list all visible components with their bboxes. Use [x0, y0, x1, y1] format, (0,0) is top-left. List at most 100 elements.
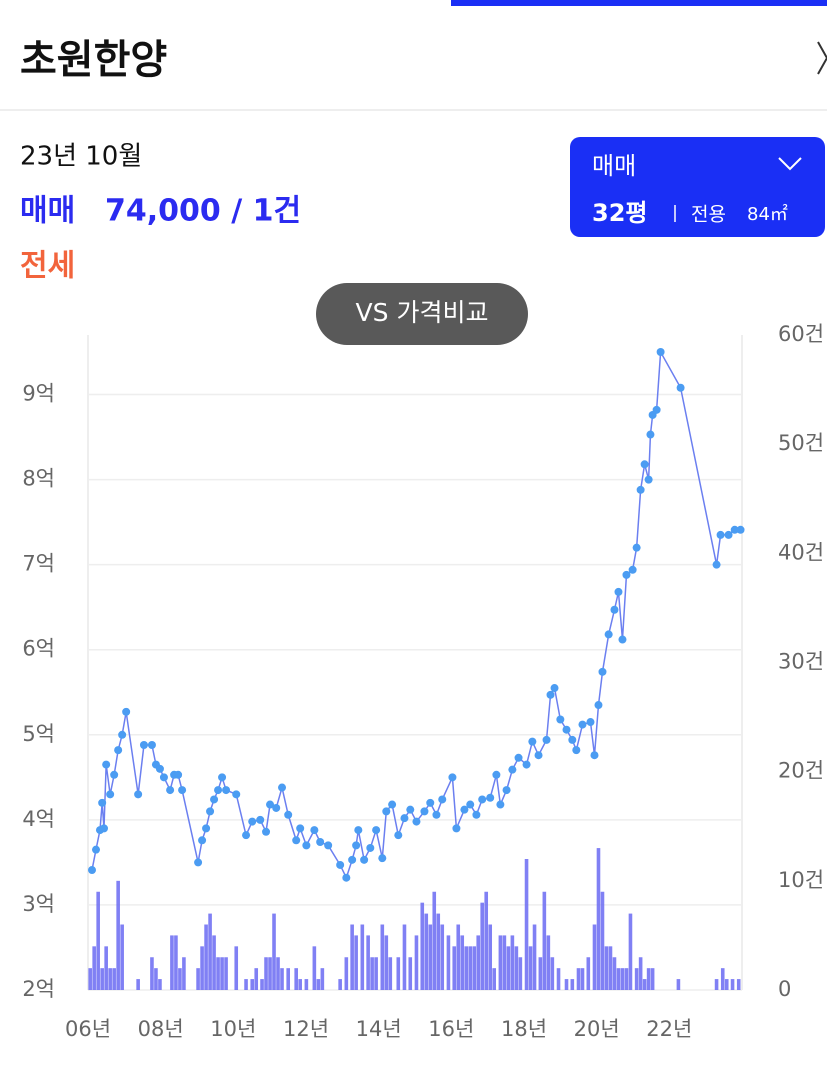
price-point [610, 605, 619, 614]
volume-bar [88, 968, 92, 990]
price-point [644, 475, 653, 484]
close-icon[interactable] [817, 41, 827, 75]
x-tick-label: 14년 [356, 1017, 402, 1041]
price-point [712, 560, 721, 569]
price-point [202, 824, 211, 833]
deal-selector[interactable]: 매매 32평 전용 84㎡ [570, 137, 825, 237]
price-point [614, 587, 623, 596]
volume-bar [196, 968, 200, 990]
volume-bar [154, 968, 158, 990]
y2-tick-label: 10건 [778, 868, 824, 892]
volume-bar [612, 957, 617, 990]
price-point [134, 790, 143, 799]
price-point [438, 795, 447, 804]
volume-bar [724, 979, 729, 990]
volume-bar [216, 957, 220, 990]
volume-bar [158, 979, 162, 990]
volume-bar [220, 957, 224, 990]
volume-bar [580, 968, 585, 990]
volume-bar [354, 935, 358, 990]
volume-bar [178, 968, 182, 990]
volume-bar [564, 979, 569, 990]
volume-bar [338, 979, 342, 990]
price-point [336, 860, 345, 869]
volume-bar [200, 946, 204, 990]
y-tick-label: 9억 [22, 382, 55, 406]
trade-label: 매매 [20, 194, 75, 229]
volume-bar [456, 924, 461, 990]
volume-bar [736, 979, 741, 990]
price-point [198, 836, 207, 845]
price-point [394, 831, 403, 840]
price-point [87, 866, 96, 875]
price-point [594, 701, 603, 710]
selector-box[interactable] [570, 137, 825, 237]
volume-bar [514, 946, 519, 990]
price-point [256, 815, 265, 824]
volume-bar [730, 979, 735, 990]
volume-bar [492, 968, 497, 990]
volume-bar [402, 924, 407, 990]
x-tick-label: 08년 [138, 1017, 184, 1041]
price-point [514, 753, 523, 762]
price-point [262, 827, 271, 836]
area-value: 84㎡ [747, 203, 788, 225]
volume-bar [650, 968, 655, 990]
compare-pill[interactable] [316, 283, 528, 345]
volume-bar [304, 979, 309, 990]
price-point [472, 810, 481, 819]
selector-type: 매매 [592, 152, 636, 180]
volume-bar [550, 957, 555, 990]
volume-bar [272, 913, 276, 990]
volume-bar [624, 968, 629, 990]
price-point [522, 760, 531, 769]
volume-bar [92, 946, 96, 990]
volume-bar [528, 946, 533, 990]
volume-bar [234, 946, 239, 990]
y-tick-label: 7억 [22, 552, 55, 576]
volume-bar [510, 935, 515, 990]
volume-bar [498, 935, 503, 990]
price-point [382, 807, 391, 816]
volume-bar [596, 848, 601, 990]
price-point [426, 798, 435, 807]
volume-bar [150, 957, 154, 990]
y-tick-label: 2억 [22, 977, 55, 1001]
price-point [118, 730, 127, 739]
price-point [618, 635, 627, 644]
volume-bar [224, 957, 228, 990]
volume-bar [468, 946, 473, 990]
volume-bar [366, 935, 370, 990]
price-point [99, 824, 108, 833]
price-point [528, 737, 537, 746]
price-point [174, 770, 183, 779]
volume-bar [384, 935, 389, 990]
volume-bar [254, 968, 259, 990]
price-point [502, 786, 511, 795]
y-tick-label: 5억 [22, 722, 55, 746]
plot: 2억 3억 4억 5억 6억 7억 8억 9억 0 10건 20건 30건 40건 50건 60건 06년 08… [22, 322, 824, 1041]
price-point [316, 837, 325, 846]
price-point [636, 485, 645, 494]
volume-bar [432, 891, 437, 990]
volume-bar [174, 935, 178, 990]
price-point [378, 854, 387, 863]
price-point [448, 773, 457, 782]
volume-bar [212, 935, 216, 990]
area-label: 전용 [691, 204, 726, 226]
page-title: 초원한양 [20, 37, 167, 83]
volume-bar [604, 946, 609, 990]
y2-tick-label: 40건 [778, 540, 824, 564]
x-tick-label: 12년 [283, 1017, 329, 1041]
price-line [91, 349, 741, 880]
price-point [640, 460, 649, 469]
volume-bar [388, 957, 393, 990]
price-point [508, 765, 517, 774]
price-point [466, 800, 475, 809]
compare-button[interactable]: VS 가격비교 [316, 283, 528, 345]
y-tick-label: 6억 [22, 637, 55, 661]
compare-label: VS 가격비교 [356, 298, 489, 327]
volume-bar [96, 891, 100, 990]
volume-bar [720, 968, 725, 990]
